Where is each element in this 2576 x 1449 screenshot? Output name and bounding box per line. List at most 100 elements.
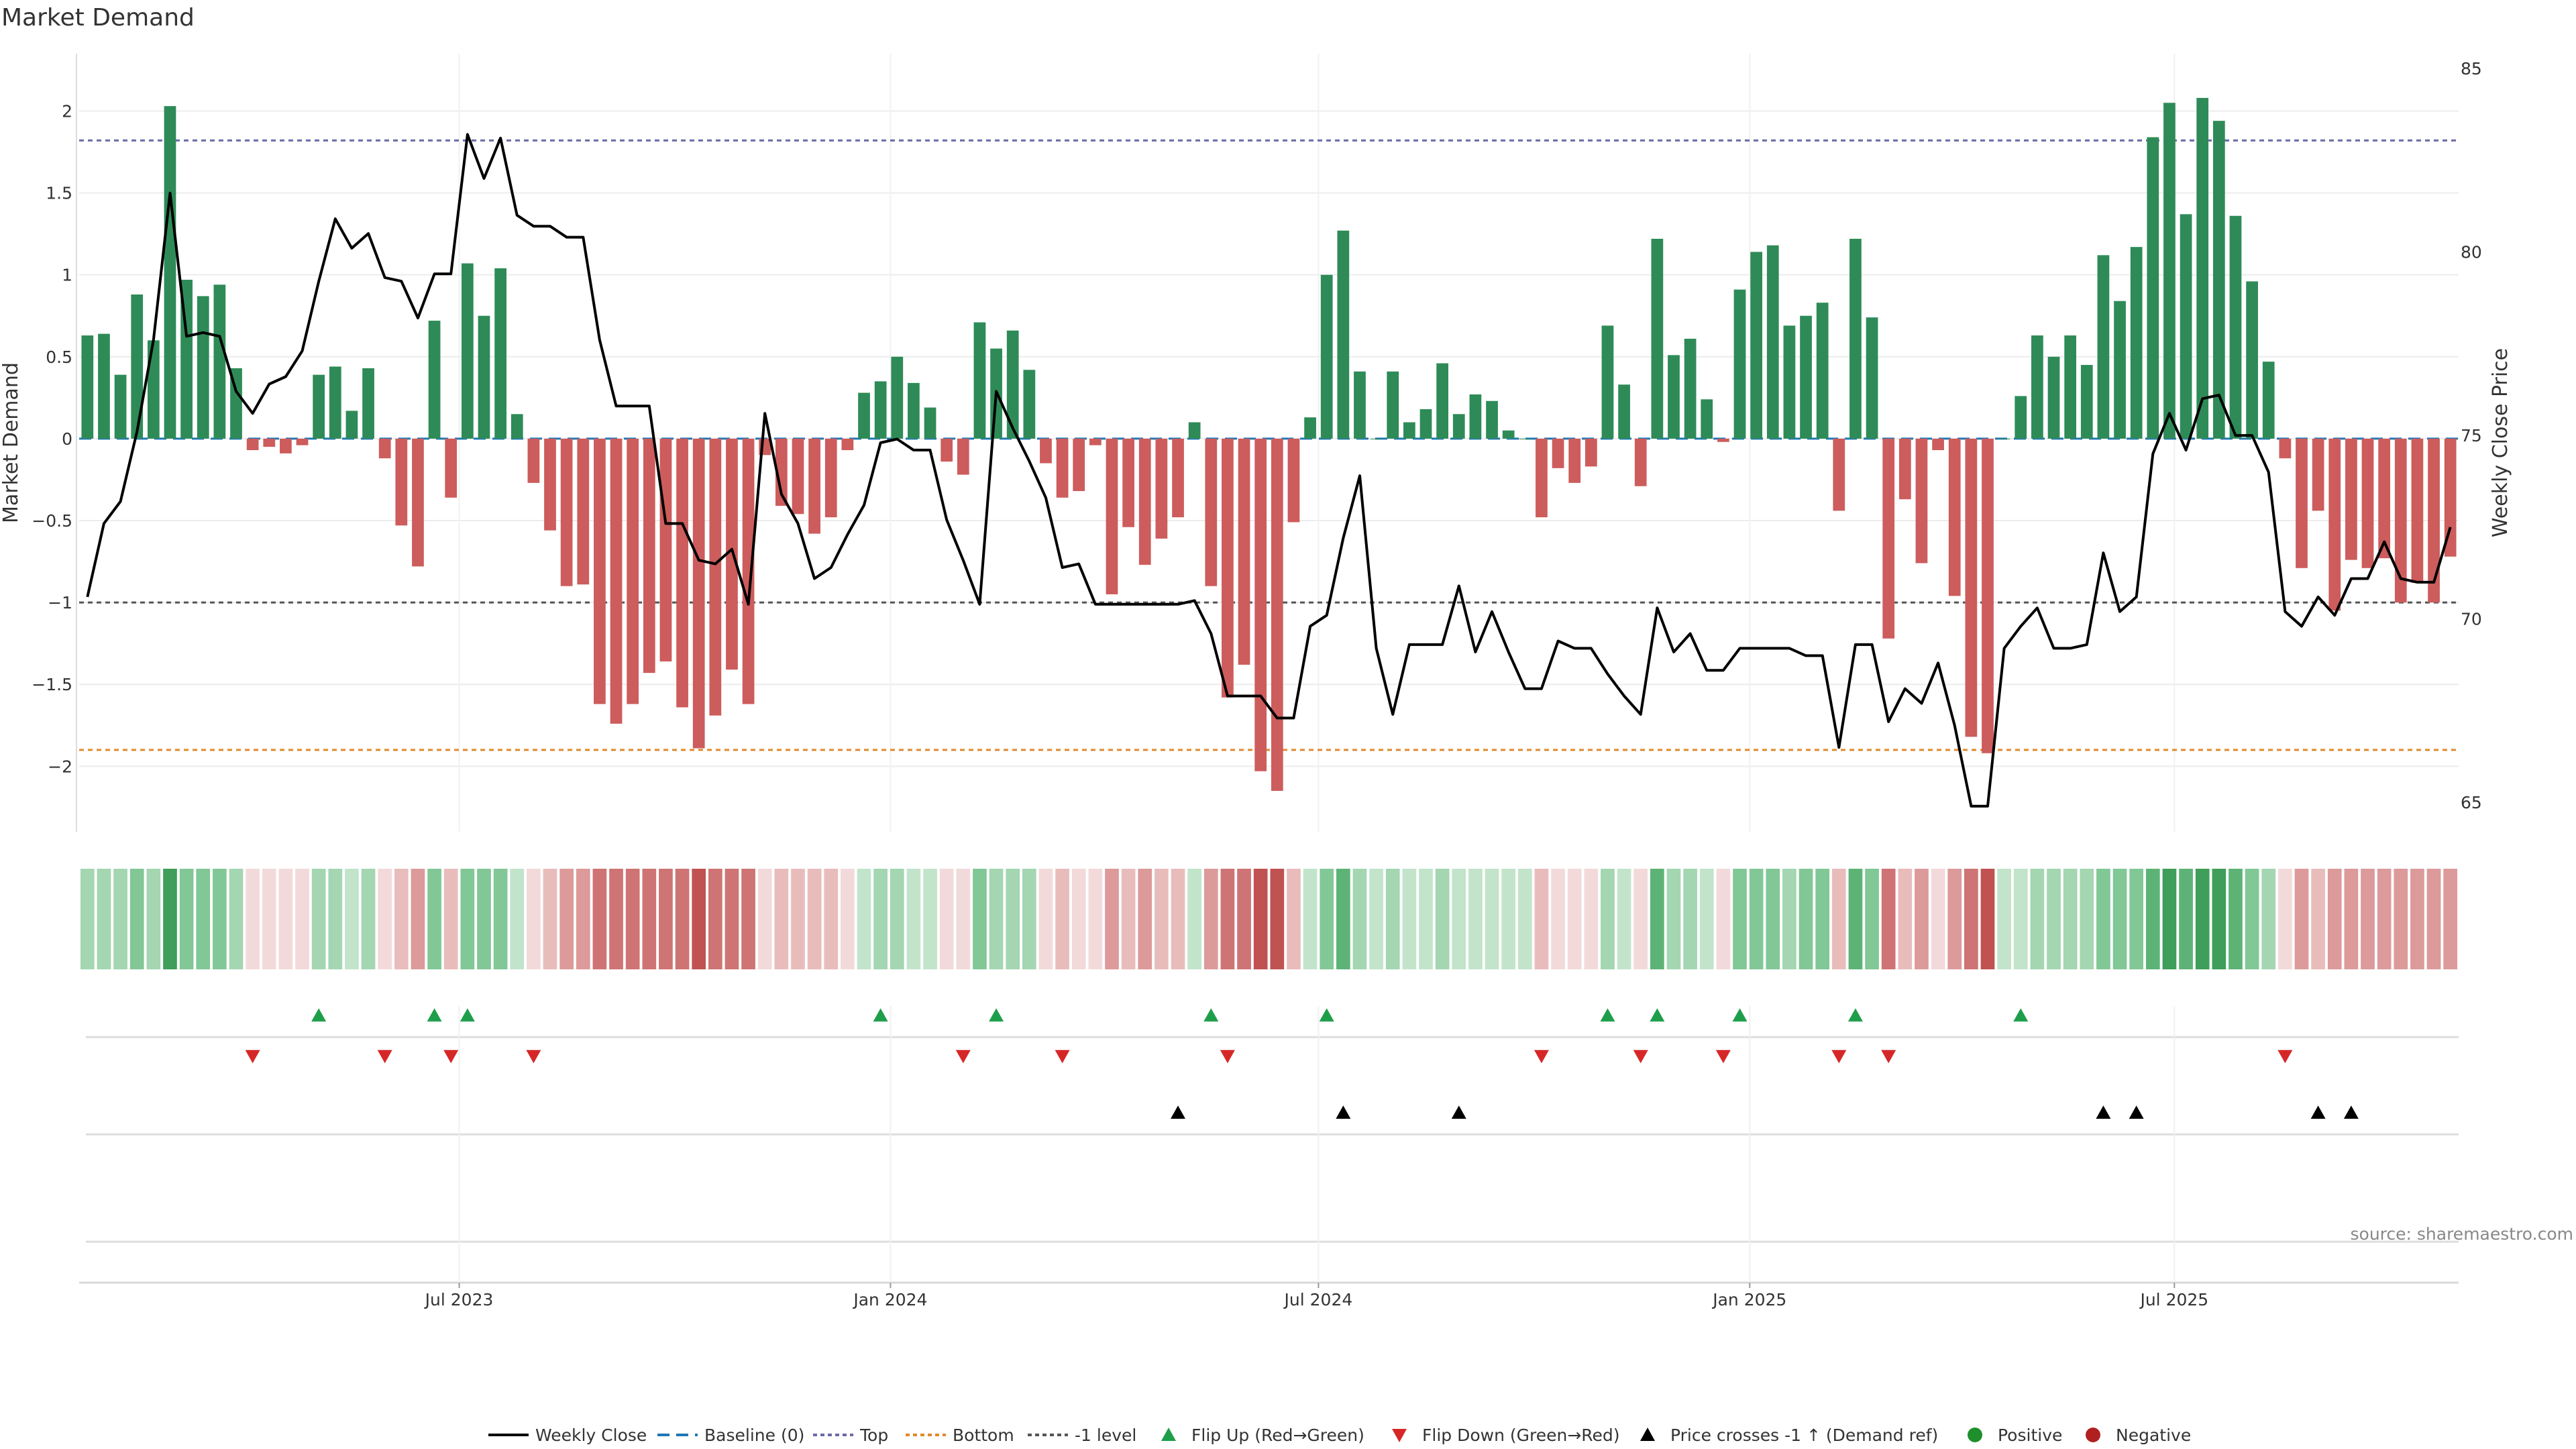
demand-bar bbox=[1254, 438, 1267, 771]
heat-cell bbox=[2327, 869, 2342, 969]
heat-cell bbox=[1155, 869, 1169, 969]
demand-bar bbox=[1006, 330, 1019, 439]
demand-bar bbox=[2064, 335, 2077, 439]
chart-title: Market Demand bbox=[1, 4, 195, 32]
demand-bar bbox=[1222, 438, 1234, 698]
heat-cell bbox=[262, 869, 276, 969]
demand-bars-layer bbox=[81, 97, 2457, 791]
heat-cell bbox=[1419, 869, 1433, 969]
legend-swatch bbox=[2086, 1428, 2100, 1442]
heat-cell bbox=[146, 869, 161, 969]
heat-cell bbox=[527, 869, 541, 969]
demand-bar bbox=[941, 438, 953, 462]
demand-bar bbox=[1452, 414, 1465, 439]
demand-bar bbox=[1419, 409, 1432, 439]
demand-bar bbox=[891, 356, 904, 439]
y2-tick-label: 70 bbox=[2461, 610, 2482, 629]
y-tick-label: 2 bbox=[62, 101, 72, 121]
demand-bar bbox=[2246, 281, 2258, 439]
demand-bar bbox=[2345, 438, 2357, 560]
demand-bar bbox=[874, 381, 887, 439]
demand-bar bbox=[197, 296, 209, 439]
demand-bar bbox=[1056, 438, 1069, 498]
demand-bar bbox=[2428, 438, 2440, 603]
y-tick-label: 0 bbox=[62, 429, 72, 449]
heat-cell bbox=[2443, 869, 2458, 969]
demand-bar bbox=[1915, 438, 1928, 564]
demand-bar bbox=[908, 382, 920, 439]
demand-bar bbox=[1155, 438, 1168, 539]
heat-cell bbox=[939, 869, 954, 969]
flip-up-marker bbox=[1650, 1008, 1665, 1022]
demand-bar bbox=[2047, 356, 2060, 439]
demand-bar bbox=[1040, 438, 1052, 464]
heat-cell bbox=[2212, 869, 2226, 969]
heat-cell bbox=[1633, 869, 1648, 969]
heat-cell bbox=[2410, 869, 2424, 969]
demand-bar bbox=[1684, 338, 1697, 439]
demand-bar bbox=[610, 438, 623, 724]
heat-cell bbox=[791, 869, 805, 969]
flip-down-marker bbox=[526, 1050, 541, 1063]
heat-cell bbox=[1237, 869, 1251, 969]
heat-cell bbox=[2245, 869, 2259, 969]
y2-tick-label: 85 bbox=[2461, 59, 2482, 78]
legend-swatch bbox=[1968, 1428, 1982, 1442]
heat-cell bbox=[361, 869, 376, 969]
legend-label: Flip Down (Green→Red) bbox=[1422, 1426, 1620, 1445]
demand-bar bbox=[445, 438, 458, 498]
heat-cell bbox=[824, 869, 839, 969]
heat-cell bbox=[1071, 869, 1086, 969]
heat-cell bbox=[2377, 869, 2392, 969]
flip-up-marker bbox=[1847, 1008, 1863, 1022]
heat-cell bbox=[2013, 869, 2028, 969]
heat-cell bbox=[692, 869, 706, 969]
heat-cell bbox=[278, 869, 293, 969]
heat-cell bbox=[774, 869, 789, 969]
heat-cell bbox=[411, 869, 425, 969]
demand-bar bbox=[478, 315, 490, 439]
demand-bar bbox=[1849, 238, 1862, 439]
heat-cell bbox=[1006, 869, 1020, 969]
legend-label: Positive bbox=[1998, 1426, 2062, 1445]
heat-cell bbox=[213, 869, 227, 969]
y-tick-label: 1 bbox=[62, 266, 72, 285]
demand-bar bbox=[114, 374, 127, 439]
heat-cell bbox=[1385, 869, 1400, 969]
y2-tick-label: 75 bbox=[2461, 426, 2482, 445]
demand-bar bbox=[1502, 430, 1515, 439]
heat-cell bbox=[328, 869, 343, 969]
x-axis-layer: Jul 2023 Jan 2024 Jul 2024 Jan 2025 Jul 2025 bbox=[424, 1283, 2208, 1309]
heat-cell bbox=[1055, 869, 1069, 969]
demand-bar bbox=[1982, 438, 1994, 753]
heat-cell bbox=[642, 869, 657, 969]
demand-bar bbox=[1089, 438, 1102, 445]
demand-bar bbox=[824, 438, 837, 518]
price-cross-marker bbox=[1336, 1106, 1351, 1119]
flip-down-marker bbox=[443, 1050, 459, 1063]
demand-bar bbox=[1354, 371, 1366, 439]
demand-bar bbox=[2361, 438, 2374, 568]
heat-cell bbox=[1997, 869, 2011, 969]
source-note: source: sharemaestro.com bbox=[2351, 1224, 2574, 1244]
demand-bar bbox=[692, 438, 705, 749]
demand-bar bbox=[147, 340, 160, 439]
heat-cell bbox=[841, 869, 855, 969]
demand-bar bbox=[296, 438, 309, 445]
heat-cell bbox=[113, 869, 127, 969]
x-tick-label: Jan 2025 bbox=[1711, 1290, 1786, 1309]
heat-cell bbox=[510, 869, 525, 969]
heat-cell bbox=[989, 869, 1004, 969]
weekly-close-line bbox=[86, 133, 2452, 808]
legend-swatch bbox=[1161, 1428, 1176, 1441]
heat-cell bbox=[1782, 869, 1796, 969]
demand-bar bbox=[2279, 438, 2292, 459]
heat-cell bbox=[708, 869, 722, 969]
y-tick-label: −2 bbox=[48, 757, 72, 776]
demand-bar bbox=[1387, 371, 1399, 439]
demand-bar bbox=[2147, 137, 2159, 439]
demand-bar bbox=[1948, 438, 1961, 596]
demand-bar bbox=[412, 438, 424, 567]
demand-bar bbox=[2196, 97, 2209, 439]
heat-cell bbox=[1336, 869, 1350, 969]
